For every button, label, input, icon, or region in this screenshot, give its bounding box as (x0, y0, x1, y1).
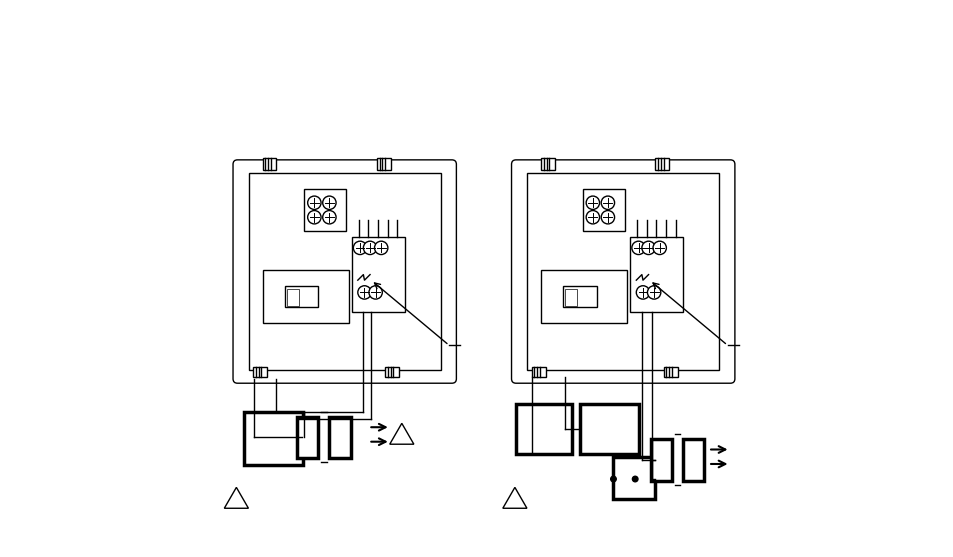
Bar (253, 367, 267, 377)
Circle shape (647, 286, 660, 299)
Circle shape (636, 286, 649, 299)
Bar (630, 237, 682, 312)
Bar (655, 158, 668, 170)
Bar (385, 367, 398, 377)
Bar (249, 173, 440, 370)
FancyBboxPatch shape (233, 160, 456, 383)
Circle shape (610, 476, 616, 482)
Bar (682, 439, 703, 481)
Circle shape (600, 211, 614, 224)
Polygon shape (224, 487, 248, 508)
Circle shape (322, 211, 335, 224)
Circle shape (308, 211, 321, 224)
Circle shape (652, 241, 666, 255)
Bar (582, 189, 624, 231)
Bar (352, 237, 404, 312)
Bar (244, 412, 302, 465)
Circle shape (632, 476, 638, 482)
Circle shape (600, 196, 614, 209)
Circle shape (357, 286, 371, 299)
Bar (531, 367, 545, 377)
Bar (613, 457, 655, 499)
Bar (663, 367, 677, 377)
Circle shape (322, 196, 335, 209)
Circle shape (585, 196, 598, 209)
Bar (562, 286, 597, 307)
Bar (329, 417, 350, 458)
Bar (579, 404, 638, 454)
Bar (286, 289, 298, 306)
Circle shape (308, 196, 321, 209)
Bar (540, 270, 627, 323)
Bar (564, 289, 577, 306)
Bar (516, 404, 571, 454)
Bar (527, 173, 719, 370)
Bar (262, 270, 349, 323)
Bar (285, 286, 318, 307)
Circle shape (641, 241, 655, 255)
Circle shape (353, 241, 366, 255)
Circle shape (375, 241, 388, 255)
Bar (304, 189, 346, 231)
FancyBboxPatch shape (511, 160, 734, 383)
Polygon shape (502, 487, 526, 508)
Bar (540, 158, 555, 170)
Bar (296, 417, 318, 458)
Circle shape (363, 241, 376, 255)
Circle shape (369, 286, 382, 299)
Circle shape (631, 241, 644, 255)
Bar (262, 158, 276, 170)
Bar (650, 439, 671, 481)
Bar (376, 158, 391, 170)
Circle shape (585, 211, 598, 224)
Polygon shape (390, 423, 414, 444)
